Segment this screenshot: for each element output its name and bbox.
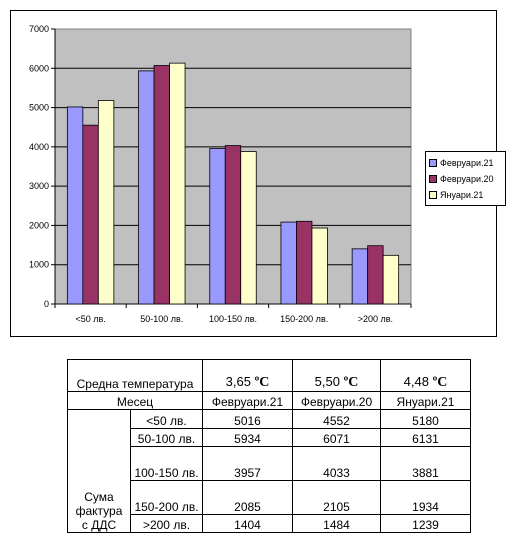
y-tick-label: 2000 — [29, 220, 49, 230]
legend-swatch-series-1 — [429, 159, 437, 167]
x-tick-label: 50-100 лв. — [140, 314, 183, 324]
value-cell: 1934 — [380, 480, 471, 515]
bar — [224, 145, 242, 305]
bar — [351, 248, 369, 305]
row-label: 150-200 лв. — [130, 480, 203, 515]
table-row: >200 лв. 1404 1484 1239 — [68, 514, 471, 533]
value-cell: 6071 — [292, 428, 381, 447]
value-cell: 5016 — [202, 409, 293, 429]
row-label: 50-100 лв. — [130, 428, 203, 447]
chart-frame: 0 1000 2000 3000 4000 5000 6000 7000 <50 лв. 50-1… — [10, 10, 506, 337]
table-row: 50-100 лв. 5934 6071 6131 — [68, 428, 471, 447]
bar — [97, 100, 115, 305]
month-header: Февруари.21 — [202, 391, 293, 410]
bar — [280, 221, 297, 305]
data-table: Средна температура 3,65 ºC 5,50 ºC 4,48 … — [67, 359, 471, 533]
bar — [382, 254, 400, 305]
bar — [367, 245, 384, 305]
table-row: Сума фактура с ДДС <50 лв. 5016 4552 518… — [67, 409, 471, 533]
chart-legend: Февруари.21 Февруари.20 Януари.21 — [425, 151, 506, 206]
value-cell: 4552 — [292, 409, 381, 429]
month-header: Януари.21 — [380, 391, 471, 410]
value-cell: 6131 — [380, 428, 471, 447]
value-cell: 1404 — [202, 514, 293, 533]
bar — [66, 106, 84, 305]
y-tick-label: 4000 — [29, 142, 49, 152]
legend-label: Февруари.20 — [440, 174, 494, 184]
y-tick-label: 0 — [44, 299, 49, 309]
legend-item: Февруари.21 — [429, 155, 505, 171]
temperature-unit: ºC — [343, 375, 359, 390]
temperature-row: Средна температура 3,65 ºC 5,50 ºC 4,48 … — [67, 359, 471, 392]
y-tick-label: 6000 — [29, 63, 49, 73]
temperature-value: 5,50 — [314, 374, 340, 389]
y-tick-label: 1000 — [29, 260, 49, 270]
legend-swatch-series-2 — [429, 175, 437, 183]
temperature-cell: 4,48 ºC — [380, 359, 471, 392]
value-cell: 5180 — [380, 409, 471, 429]
bar — [311, 227, 328, 305]
row-label: >200 лв. — [130, 514, 203, 533]
row-label: 100-150 лв. — [130, 446, 203, 481]
bar — [153, 65, 170, 305]
temperature-label: Средна температура — [67, 359, 203, 392]
temperature-unit: ºC — [432, 375, 448, 390]
value-cell: 2105 — [292, 480, 381, 515]
value-cell: 1484 — [292, 514, 381, 533]
value-cell: 1239 — [380, 514, 471, 533]
temperature-value: 4,48 — [403, 374, 429, 389]
bar — [169, 62, 186, 305]
bar-chart: 0 1000 2000 3000 4000 5000 6000 7000 <50 лв. 50-1… — [29, 24, 412, 324]
legend-label: Януари.21 — [440, 190, 484, 200]
y-tick-label: 3000 — [29, 181, 49, 191]
temperature-unit: ºC — [254, 375, 270, 390]
legend-label: Февруари.21 — [440, 158, 494, 168]
value-cell: 3957 — [202, 446, 293, 481]
y-tick-label: 5000 — [29, 103, 49, 113]
value-cell: 5934 — [202, 428, 293, 447]
month-header: Февруари.20 — [292, 391, 381, 410]
bar — [240, 151, 257, 305]
temperature-cell: 3,65 ºC — [202, 359, 293, 392]
row-label: <50 лв. — [130, 409, 203, 429]
bar — [138, 70, 155, 305]
legend-item: Януари.21 — [429, 187, 505, 203]
legend-swatch-series-3 — [429, 191, 437, 199]
x-tick-label: 100-150 лв. — [209, 314, 257, 324]
month-row: Месец Февруари.21 Февруари.20 Януари.21 — [67, 391, 471, 410]
value-cell: 3881 — [380, 446, 471, 481]
y-tick-label: 7000 — [29, 24, 49, 34]
x-tick-label: >200 лв. — [358, 314, 393, 324]
bar — [82, 124, 99, 305]
x-tick-label: <50 лв. — [75, 314, 105, 324]
legend-item: Февруари.20 — [429, 171, 505, 187]
bar — [209, 148, 226, 305]
value-cell: 4033 — [292, 446, 381, 481]
temperature-value: 3,65 — [225, 374, 251, 389]
x-tick-label: 150-200 лв. — [280, 314, 328, 324]
value-cell: 2085 — [202, 480, 293, 515]
table-row: 100-150 лв. 3957 4033 3881 — [68, 446, 471, 481]
group-label: Сума фактура с ДДС — [67, 409, 131, 533]
bar — [296, 220, 313, 305]
temperature-cell: 5,50 ºC — [292, 359, 381, 392]
month-label: Месец — [67, 391, 203, 410]
